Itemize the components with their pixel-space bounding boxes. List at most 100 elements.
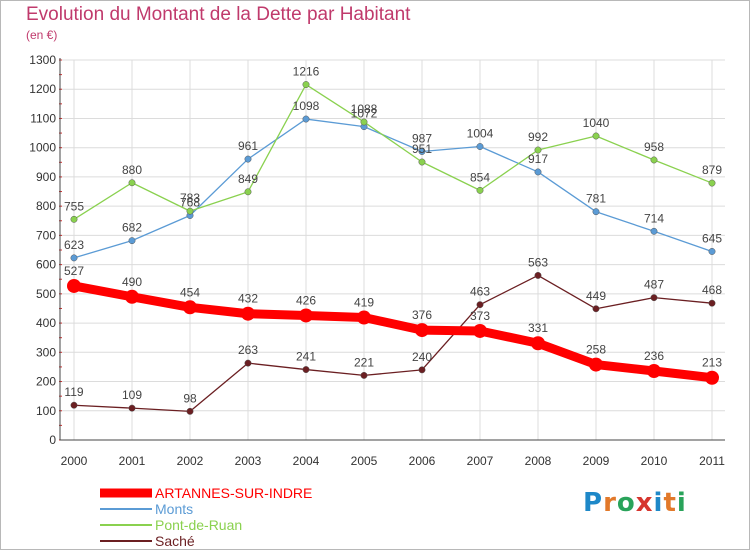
logo-letter: o xyxy=(616,488,636,518)
data-label: 221 xyxy=(354,355,374,369)
data-point xyxy=(531,336,545,351)
series-line-3 xyxy=(73,274,713,413)
data-label: 755 xyxy=(64,199,84,213)
data-label: 1004 xyxy=(467,127,494,141)
legend-label: Saché xyxy=(155,533,195,549)
data-label: 961 xyxy=(238,139,258,153)
data-label: 258 xyxy=(586,343,606,357)
data-point xyxy=(357,310,371,325)
data-label: 487 xyxy=(644,278,664,292)
x-tick-label: 2004 xyxy=(293,454,320,468)
data-label: 917 xyxy=(528,152,548,166)
data-label: 682 xyxy=(122,221,142,235)
data-label: 490 xyxy=(122,275,142,289)
data-point xyxy=(70,401,78,409)
data-point xyxy=(708,299,716,307)
data-label: 454 xyxy=(180,285,200,299)
data-label: 854 xyxy=(470,170,490,184)
chart-unit: (en €) xyxy=(26,28,58,42)
data-label: 987 xyxy=(412,131,432,145)
legend-swatch xyxy=(100,488,152,498)
data-label: 236 xyxy=(644,349,664,363)
data-label: 951 xyxy=(412,142,432,156)
logo-letter: t xyxy=(663,488,677,518)
data-point xyxy=(418,148,426,155)
y-tick-label: 900 xyxy=(36,170,56,184)
data-point xyxy=(360,371,368,379)
data-label: 463 xyxy=(470,285,490,299)
data-label: 432 xyxy=(238,292,258,306)
y-tick-label: 300 xyxy=(36,345,56,359)
y-tick-label: 0 xyxy=(49,433,56,447)
y-tick-label: 600 xyxy=(36,258,56,272)
chart-title: Evolution du Montant de la Dette par Hab… xyxy=(26,4,411,25)
data-point xyxy=(534,271,542,279)
data-point xyxy=(418,366,426,374)
data-point xyxy=(70,215,78,223)
series-layer xyxy=(67,81,719,415)
data-point xyxy=(476,301,484,309)
data-point xyxy=(592,132,600,140)
data-label: 263 xyxy=(238,343,258,357)
x-tick-label: 2011 xyxy=(699,454,725,468)
data-label: 1072 xyxy=(351,107,378,121)
logo-letter: i xyxy=(676,488,687,518)
data-point xyxy=(534,146,542,154)
data-label: 241 xyxy=(296,350,316,364)
x-tick-label: 2000 xyxy=(61,454,88,468)
data-point xyxy=(128,179,136,187)
proxiti-logo: Proxiti xyxy=(583,488,687,518)
logo-letter: r xyxy=(603,488,617,518)
data-point xyxy=(418,158,426,166)
data-label: 419 xyxy=(354,296,374,310)
data-point xyxy=(186,207,194,215)
data-point xyxy=(302,366,310,374)
x-tick-label: 2002 xyxy=(177,454,204,468)
x-tick-label: 2007 xyxy=(467,454,494,468)
data-point xyxy=(186,407,194,415)
data-label: 331 xyxy=(528,321,548,335)
series-line-1 xyxy=(73,118,713,259)
data-label: 1040 xyxy=(583,116,610,130)
data-point xyxy=(67,278,81,293)
logo-letter: i xyxy=(653,488,664,518)
data-point xyxy=(650,227,658,235)
data-point xyxy=(708,179,716,187)
series-line-0 xyxy=(69,281,717,383)
data-point xyxy=(128,237,136,245)
data-label: 849 xyxy=(238,172,258,186)
x-tick-label: 2009 xyxy=(583,454,610,468)
data-label: 109 xyxy=(122,388,142,402)
data-point xyxy=(70,254,78,262)
data-point xyxy=(302,81,310,89)
data-point xyxy=(592,208,600,216)
data-label: 426 xyxy=(296,293,316,307)
x-tick-label: 2001 xyxy=(119,454,146,468)
legend-swatch xyxy=(100,540,152,542)
data-point xyxy=(244,188,252,196)
axes: 0 100 200 300 400 500 600 700 800 900 1000 1100 1200… xyxy=(29,53,725,468)
y-tick-label: 500 xyxy=(36,287,56,301)
series-line-2 xyxy=(73,83,713,220)
data-label: 119 xyxy=(64,385,83,399)
data-label: 714 xyxy=(644,211,664,225)
data-point xyxy=(650,294,658,302)
data-label: 645 xyxy=(702,231,722,245)
y-tick-label: 800 xyxy=(36,199,56,213)
data-point xyxy=(183,300,197,315)
legend-swatch xyxy=(100,524,152,526)
data-point xyxy=(302,115,310,123)
data-point xyxy=(650,156,658,164)
y-tick-label: 1300 xyxy=(29,53,56,67)
data-label: 992 xyxy=(528,130,548,144)
data-point xyxy=(241,306,255,321)
y-tick-label: 1200 xyxy=(29,82,56,96)
x-tick-label: 2006 xyxy=(409,454,436,468)
data-point xyxy=(534,168,542,176)
data-label: 1088 xyxy=(351,102,378,116)
labels-layer: 527 490 454 432 426 419 376 373 331 258 236 213 623 6… xyxy=(64,65,722,406)
data-label: 783 xyxy=(180,191,200,205)
logo-letter: P xyxy=(583,488,604,518)
